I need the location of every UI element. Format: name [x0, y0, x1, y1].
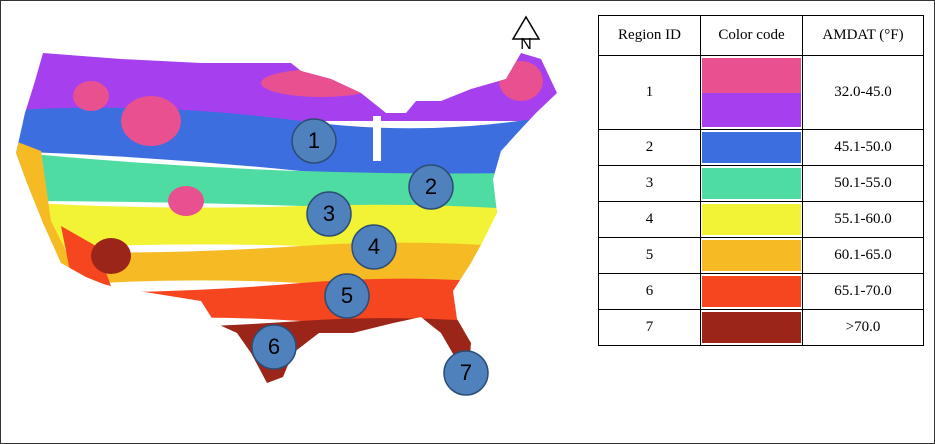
region-label: 4 [368, 234, 380, 259]
table-row: 2 45.1-50.0 [598, 129, 924, 166]
color-swatch [702, 132, 801, 163]
region-marker [306, 191, 352, 237]
temperature-range: 32.0-45.0 [802, 55, 924, 130]
region-label: 6 [268, 334, 280, 359]
color-code [700, 237, 803, 274]
north-label: N [520, 36, 532, 53]
color-code [700, 165, 803, 202]
region-label: 5 [341, 283, 353, 308]
color-code [700, 55, 803, 130]
table-row: 1 32.0-45.0 [598, 55, 924, 130]
temperature-range: 55.1-60.0 [802, 201, 924, 238]
temperature-range: >70.0 [802, 309, 924, 346]
region-marker [324, 273, 370, 319]
north-arrow: N [511, 15, 541, 53]
temperature-range: 45.1-50.0 [802, 129, 924, 166]
color-code [700, 129, 803, 166]
color-swatch [702, 204, 801, 235]
region-id: 5 [598, 237, 701, 274]
region-marker [251, 324, 297, 370]
region-id: 2 [598, 129, 701, 166]
color-swatch [702, 276, 801, 307]
region-label: 1 [308, 128, 320, 153]
color-code [700, 273, 803, 310]
color-swatch [702, 92, 801, 127]
region-marker [443, 350, 489, 396]
region-label: 7 [460, 360, 472, 385]
table-row: 4 55.1-60.0 [598, 201, 924, 238]
header-cell: AMDAT (°F) [802, 15, 924, 56]
table-row: 6 65.1-70.0 [598, 273, 924, 310]
color-swatch [702, 312, 801, 343]
region-id: 3 [598, 165, 701, 202]
color-swatch [702, 58, 801, 93]
region-marker [408, 164, 454, 210]
table-row: 5 60.1-65.0 [598, 237, 924, 274]
color-code [700, 201, 803, 238]
region-id: 4 [598, 201, 701, 238]
region-id: 7 [598, 309, 701, 346]
region-id: 1 [598, 55, 701, 130]
legend-table: Region ID Color code AMDAT (°F) 1 32.0-45.0… [598, 15, 924, 346]
color-swatch [702, 168, 801, 199]
temperature-zones [16, 53, 557, 383]
temperature-range: 50.1-55.0 [802, 165, 924, 202]
color-swatch [702, 240, 801, 271]
region-marker [351, 224, 397, 270]
header-cell: Region ID [598, 15, 701, 56]
table-row: 7 >70.0 [598, 309, 924, 346]
header-cell: Color code [700, 15, 803, 56]
color-code [700, 309, 803, 346]
temperature-range: 60.1-65.0 [802, 237, 924, 274]
temperature-range: 65.1-70.0 [802, 273, 924, 310]
region-marker [291, 118, 337, 164]
region-label: 2 [425, 174, 437, 199]
lake-michigan [373, 116, 381, 161]
table-row: 3 50.1-55.0 [598, 165, 924, 202]
region-id: 6 [598, 273, 701, 310]
region-label: 3 [323, 201, 335, 226]
